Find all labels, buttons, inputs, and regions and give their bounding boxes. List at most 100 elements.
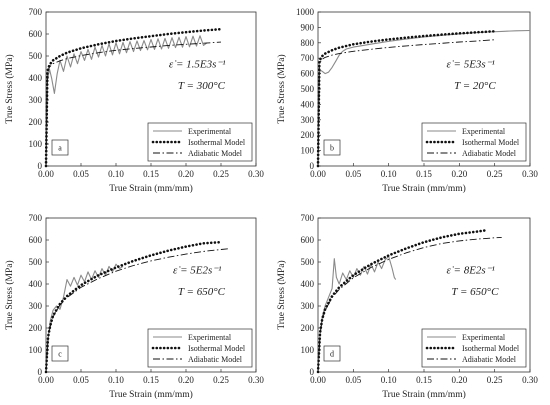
panel-letter-box [51, 139, 69, 156]
y-tick-label: 700 [301, 53, 315, 63]
y-tick-label: 700 [29, 7, 43, 17]
x-tick-label: 0.30 [522, 169, 538, 179]
y-tick-label: 300 [301, 301, 315, 311]
series-line-adiabatic-model [45, 41, 222, 167]
legend: Experimental Isothermal Model Adiabatic Mo… [147, 122, 253, 162]
legend-label: Experimental [462, 127, 506, 136]
y-tick-label: 500 [301, 257, 315, 267]
legend-label: Experimental [188, 333, 232, 342]
panel-letter: c [58, 350, 62, 359]
y-tick-label: 800 [301, 38, 315, 48]
series-line-adiabatic-model [317, 39, 495, 167]
y-tick-label: 500 [29, 257, 43, 267]
y-tick-label: 0 [310, 367, 315, 377]
strain-rate-annotation: ε̇ = 5E3s⁻¹ [446, 58, 494, 70]
x-tick-label: 0.05 [345, 375, 361, 385]
x-tick-label: 0.30 [248, 169, 264, 179]
legend-label: Isothermal Model [188, 138, 246, 147]
y-tick-label: 300 [301, 115, 315, 125]
x-tick-label: 0.15 [416, 169, 432, 179]
x-tick-label: 0.25 [487, 375, 503, 385]
y-tick-label: 600 [301, 69, 315, 79]
x-tick-label: 0.25 [213, 169, 229, 179]
y-tick-label: 100 [301, 146, 315, 156]
x-tick-label: 0.05 [345, 169, 361, 179]
y-tick-label: 600 [29, 235, 43, 245]
temperature-annotation: T = 20°C [454, 80, 496, 92]
x-tick-label: 0.00 [310, 169, 326, 179]
y-tick-label: 600 [29, 29, 43, 39]
x-tick-label: 0.05 [73, 375, 89, 385]
temperature-annotation: T = 300°C [178, 80, 226, 92]
x-tick-label: 0.20 [178, 169, 194, 179]
legend: Experimental Isothermal Model Adiabatic Mo… [421, 122, 527, 162]
y-tick-label: 0 [38, 367, 43, 377]
series-line-isothermal-model [316, 29, 497, 168]
x-tick-label: 0.20 [451, 169, 467, 179]
series-line-isothermal-model [44, 240, 223, 374]
strain-rate-annotation: ε̇ = 8E2s⁻¹ [446, 264, 494, 276]
series-line-experimental [45, 35, 208, 167]
y-tick-label: 100 [29, 139, 43, 149]
legend-label: Adiabatic Model [462, 355, 517, 364]
legend-label: Adiabatic Model [188, 355, 243, 364]
strain-rate-annotation: ε̇ = 5E2s⁻¹ [173, 264, 221, 276]
x-tick-label: 0.15 [143, 169, 159, 179]
y-axis-label: True Stress (MPa) [276, 54, 287, 123]
y-tick-label: 200 [29, 117, 43, 127]
y-tick-label: 200 [301, 323, 315, 333]
series-line-isothermal-model [44, 27, 223, 168]
x-tick-label: 0.20 [451, 375, 467, 385]
temperature-annotation: T = 650°C [451, 286, 499, 298]
x-axis-label: True Strain (mm/mm) [382, 389, 466, 400]
x-axis-label: True Strain (mm/mm) [109, 183, 193, 194]
strain-rate-annotation: ε̇ = 1.5E3s⁻¹ [169, 58, 226, 70]
x-axis-label: True Strain (mm/mm) [382, 183, 466, 194]
x-tick-label: 0.30 [248, 375, 264, 385]
y-tick-label: 100 [301, 345, 315, 355]
chart-panel-a: 0.00 0.05 0.10 0.15 0.20 0.25 0.30 0 100 200 300 40… [4, 7, 264, 194]
legend-label: Isothermal Model [188, 344, 246, 353]
series-line-experimental [45, 263, 124, 373]
y-tick-label: 500 [29, 51, 43, 61]
panel-letter: a [58, 144, 62, 153]
series-line-adiabatic-model [45, 248, 229, 373]
y-tick-label: 100 [29, 345, 43, 355]
panel-letter: b [330, 144, 334, 153]
y-tick-label: 400 [301, 279, 315, 289]
panel-letter-box [51, 345, 69, 362]
legend-label: Experimental [462, 333, 506, 342]
y-axis-label: True Stress (MPa) [276, 260, 287, 329]
series-line-adiabatic-model [317, 236, 502, 373]
y-tick-label: 700 [29, 213, 43, 223]
y-tick-label: 1000 [296, 7, 315, 17]
x-tick-label: 0.00 [38, 375, 54, 385]
y-tick-label: 300 [29, 301, 43, 311]
panel-letter-box [323, 139, 341, 156]
y-tick-label: 900 [301, 22, 315, 32]
y-axis-label: True Stress (MPa) [4, 260, 15, 329]
x-axis-label: True Strain (mm/mm) [109, 389, 193, 400]
legend-label: Adiabatic Model [462, 149, 517, 158]
legend: Experimental Isothermal Model Adiabatic Mo… [147, 328, 253, 368]
panel-letter-box [323, 345, 341, 362]
x-tick-label: 0.25 [487, 169, 503, 179]
y-tick-label: 200 [29, 323, 43, 333]
legend-label: Isothermal Model [462, 344, 520, 353]
y-tick-label: 0 [310, 161, 315, 171]
x-tick-label: 0.15 [416, 375, 432, 385]
x-tick-label: 0.20 [178, 375, 194, 385]
x-tick-label: 0.10 [108, 169, 124, 179]
x-tick-label: 0.10 [381, 169, 397, 179]
chart-panel-c: 0.00 0.05 0.10 0.15 0.20 0.25 0.30 0 100 200 300 40… [4, 213, 264, 400]
legend: Experimental Isothermal Model Adiabatic Mo… [421, 328, 527, 368]
chart-panel-d: 0.00 0.05 0.10 0.15 0.20 0.25 0.30 0 100 200 300 40… [276, 213, 538, 400]
panel-letter: d [330, 350, 334, 359]
x-tick-label: 0.00 [310, 375, 326, 385]
y-tick-label: 500 [301, 84, 315, 94]
y-tick-label: 300 [29, 95, 43, 105]
y-tick-label: 400 [29, 279, 43, 289]
y-tick-label: 200 [301, 130, 315, 140]
temperature-annotation: T = 650°C [178, 286, 226, 298]
